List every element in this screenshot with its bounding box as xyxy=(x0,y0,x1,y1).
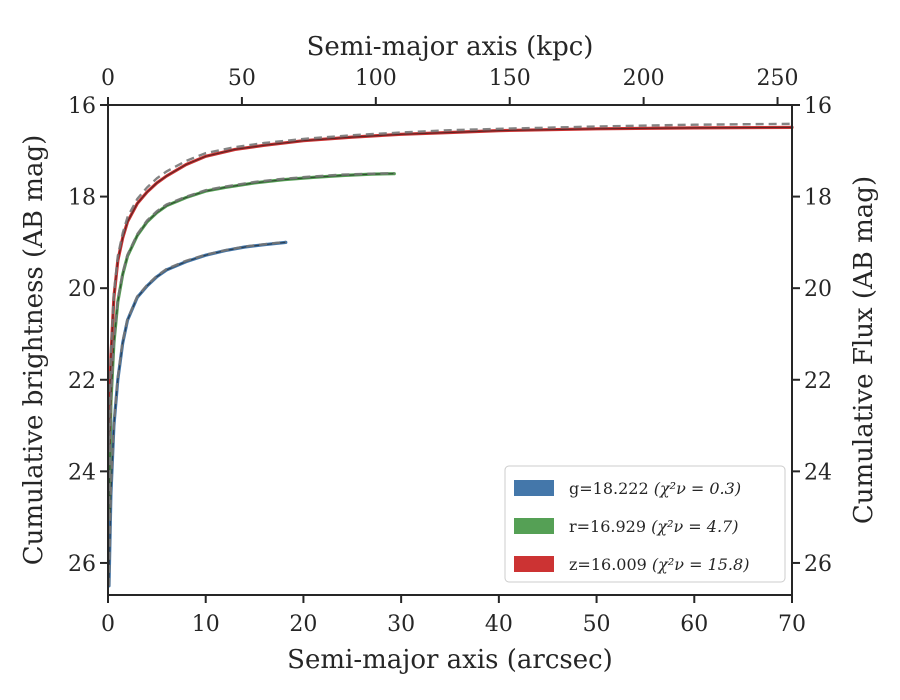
x-tick-label: 50 xyxy=(583,612,611,637)
x-tick-label: 70 xyxy=(778,612,806,637)
legend-label-1: r=16.929 (χ²ν = 4.7) xyxy=(569,517,738,536)
series-lines xyxy=(107,122,794,588)
legend-swatch-0 xyxy=(514,480,554,496)
y-tick-label: 24 xyxy=(68,460,96,485)
x2-tick-label: 50 xyxy=(228,66,256,91)
fit-line-2 xyxy=(107,122,793,444)
x-tick-label: 40 xyxy=(485,612,513,637)
x2-tick-label: 250 xyxy=(757,66,799,91)
fit-line-0 xyxy=(107,240,286,586)
x2-tick-label: 200 xyxy=(623,66,665,91)
y-tick-label: 18 xyxy=(68,186,96,211)
x2-tick-label: 0 xyxy=(101,66,115,91)
x-tick-label: 60 xyxy=(680,612,708,637)
y2-tick-label: 22 xyxy=(804,369,832,394)
y-tick-label: 16 xyxy=(68,94,96,119)
plot-frame xyxy=(107,104,793,596)
y2-tick-label: 24 xyxy=(804,460,832,485)
y2-tick-label: 20 xyxy=(804,277,832,302)
fit-line-1 xyxy=(107,172,395,518)
x-tick-label: 20 xyxy=(289,612,317,637)
y2-tick-label: 26 xyxy=(804,552,832,577)
y-tick-label: 20 xyxy=(68,277,96,302)
y-tick-label: 22 xyxy=(68,369,96,394)
legend-swatch-1 xyxy=(514,518,554,534)
legend-label-2: z=16.009 (χ²ν = 15.8) xyxy=(569,555,749,574)
legend: g=18.222 (χ²ν = 0.3) r=16.929 (χ²ν = 4.7)… xyxy=(504,465,786,583)
legend-swatch-2 xyxy=(514,556,554,572)
legend-label-0: g=18.222 (χ²ν = 0.3) xyxy=(569,479,741,498)
y2-tick-label: 16 xyxy=(804,94,832,119)
series-core-0 xyxy=(108,241,286,586)
series-line-1 xyxy=(107,172,396,519)
y-axis-label: Cumulative brightness (AB mag) xyxy=(19,135,49,566)
legend-frame xyxy=(504,465,786,583)
series-core-1 xyxy=(108,173,395,518)
series-line-0 xyxy=(107,240,288,588)
series-line-2 xyxy=(107,125,794,451)
y2-tick-label: 18 xyxy=(804,186,832,211)
x-tick-label: 10 xyxy=(192,612,220,637)
x2-tick-label: 150 xyxy=(489,66,531,91)
x-tick-label: 0 xyxy=(101,612,115,637)
x-axis-label: Semi-major axis (arcsec) xyxy=(287,645,613,675)
x2-tick-label: 100 xyxy=(355,66,397,91)
series-core-2 xyxy=(108,126,793,449)
x2-axis-label: Semi-major axis (kpc) xyxy=(307,32,594,62)
y-tick-label: 26 xyxy=(68,552,96,577)
y2-axis-label: Cumulative Flux (AB mag) xyxy=(849,176,879,524)
x-tick-label: 30 xyxy=(387,612,415,637)
